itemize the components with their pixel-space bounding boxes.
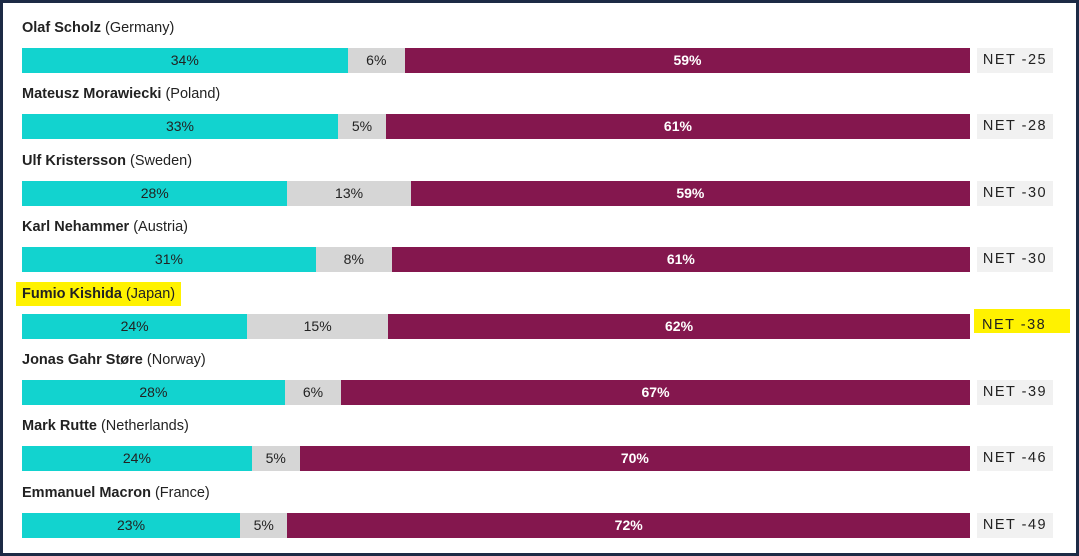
leader-country: (Norway) xyxy=(146,352,206,368)
leader-label: Jonas Gahr Støre (Norway) xyxy=(16,348,212,372)
approve-segment: 33% xyxy=(22,114,338,140)
chart-row: Jonas Gahr Støre (Norway) 28% 6% 67% NET -39 xyxy=(3,348,1079,414)
dont-know-segment: 6% xyxy=(284,380,342,405)
data-label: 31% xyxy=(154,251,183,268)
leader-name: Mateusz Morawiecki xyxy=(22,86,162,103)
leader-label: Mark Rutte (Netherlands) xyxy=(16,414,195,438)
stacked-bar: 31% 8% 61% xyxy=(22,247,970,273)
data-label: 5% xyxy=(265,450,286,467)
dont-know-segment: 8% xyxy=(315,247,392,273)
leader-name: Jonas Gahr Støre xyxy=(22,352,143,368)
data-label: 15% xyxy=(303,317,332,334)
approve-segment: 34% xyxy=(22,48,348,73)
net-score: NET -25 xyxy=(977,48,1053,73)
leader-name: Fumio Kishida xyxy=(22,285,122,302)
leader-label: Mateusz Morawiecki (Poland) xyxy=(16,82,226,106)
data-label: 67% xyxy=(641,384,670,400)
data-label: 24% xyxy=(120,317,149,334)
leader-label: Emmanuel Macron (France) xyxy=(16,481,216,505)
chart-row: Ulf Kristersson (Sweden) 28% 13% 59% NET -30 xyxy=(3,149,1079,215)
dont-know-segment: 6% xyxy=(347,48,406,73)
stacked-bar: 28% 6% 67% xyxy=(22,380,970,405)
leader-country: (Austria) xyxy=(133,219,189,236)
disapprove-segment: 61% xyxy=(385,114,970,140)
data-label: 23% xyxy=(117,516,146,533)
approve-segment: 23% xyxy=(22,512,241,538)
approve-segment: 31% xyxy=(22,247,316,273)
net-score: NET -46 xyxy=(977,446,1053,472)
data-label: 62% xyxy=(665,317,694,334)
leader-country: (France) xyxy=(154,484,210,501)
chart-row: Fumio Kishida (Japan) 24% 15% 62% NET -38 xyxy=(3,281,1079,348)
leader-label: Olaf Scholz (Germany) xyxy=(16,16,180,40)
leader-label: Ulf Kristersson (Sweden) xyxy=(16,149,198,173)
leader-name: Olaf Scholz xyxy=(22,20,101,36)
data-label: 33% xyxy=(165,118,195,135)
stacked-bar: 34% 6% 59% xyxy=(22,48,970,73)
approve-segment: 28% xyxy=(22,380,285,405)
data-label: 34% xyxy=(170,52,199,68)
approve-segment: 28% xyxy=(22,180,288,206)
chart-row: Mark Rutte (Netherlands) 24% 5% 70% NET -46 xyxy=(3,414,1079,480)
chart-row: Olaf Scholz (Germany) 34% 6% 59% NET -25 xyxy=(3,16,1079,82)
data-label: 8% xyxy=(343,251,364,268)
approve-segment: 24% xyxy=(22,313,248,339)
net-score: NET -38 xyxy=(974,308,1070,333)
dont-know-segment: 13% xyxy=(287,180,411,206)
leader-country: (Sweden) xyxy=(129,152,193,169)
dont-know-segment: 5% xyxy=(240,512,288,538)
data-label: 61% xyxy=(663,118,692,135)
data-label: 24% xyxy=(122,450,151,467)
stacked-bar: 33% 5% 61% xyxy=(22,114,970,140)
dont-know-segment: 15% xyxy=(247,313,389,339)
disapprove-segment: 72% xyxy=(287,512,970,538)
data-label: 59% xyxy=(676,184,705,201)
chart-row: Karl Nehammer (Austria) 31% 8% 61% NET -30 xyxy=(3,215,1079,281)
disapprove-segment: 67% xyxy=(341,380,970,405)
data-label: 6% xyxy=(366,52,387,68)
net-score: NET -30 xyxy=(977,180,1053,206)
net-score: NET -30 xyxy=(977,247,1053,273)
stacked-bar: 23% 5% 72% xyxy=(22,512,970,538)
data-label: 5% xyxy=(253,516,274,533)
data-label: 59% xyxy=(673,52,702,68)
data-label: 5% xyxy=(351,118,373,135)
leader-country: (Netherlands) xyxy=(100,418,189,435)
leader-label: Karl Nehammer (Austria) xyxy=(16,215,194,239)
leader-label: Fumio Kishida (Japan) xyxy=(16,281,182,306)
chart-row: Mateusz Morawiecki (Poland) 33% 5% 61% NET -… xyxy=(3,82,1079,148)
stacked-bar: 28% 13% 59% xyxy=(22,180,970,206)
stacked-bar: 24% 15% 62% xyxy=(22,313,970,339)
net-score: NET -39 xyxy=(977,380,1053,405)
leader-country: (Poland) xyxy=(165,86,221,103)
disapprove-segment: 59% xyxy=(405,48,970,73)
dont-know-segment: 5% xyxy=(251,446,300,472)
disapprove-segment: 59% xyxy=(410,180,970,206)
approve-segment: 24% xyxy=(22,446,252,472)
leader-country: (Japan) xyxy=(125,285,176,302)
disapprove-segment: 62% xyxy=(388,313,970,339)
leader-country: (Germany) xyxy=(105,20,175,36)
leader-name: Emmanuel Macron xyxy=(22,484,151,501)
chart-row: Emmanuel Macron (France) 23% 5% 72% NET -49 xyxy=(3,481,1079,547)
data-label: 70% xyxy=(620,450,649,467)
data-label: 28% xyxy=(140,184,169,201)
leader-name: Karl Nehammer xyxy=(22,219,130,236)
leader-name: Ulf Kristersson xyxy=(22,152,126,169)
stacked-bar: 24% 5% 70% xyxy=(22,446,970,472)
disapprove-segment: 61% xyxy=(391,247,970,273)
disapprove-segment: 70% xyxy=(299,446,970,472)
leader-name: Mark Rutte xyxy=(22,418,97,435)
data-label: 72% xyxy=(614,516,643,533)
data-label: 13% xyxy=(335,184,364,201)
data-label: 61% xyxy=(666,251,695,268)
net-score: NET -28 xyxy=(977,114,1053,140)
dont-know-segment: 5% xyxy=(338,114,386,140)
net-score: NET -49 xyxy=(977,512,1053,538)
data-label: 28% xyxy=(139,384,168,400)
data-label: 6% xyxy=(302,384,324,400)
